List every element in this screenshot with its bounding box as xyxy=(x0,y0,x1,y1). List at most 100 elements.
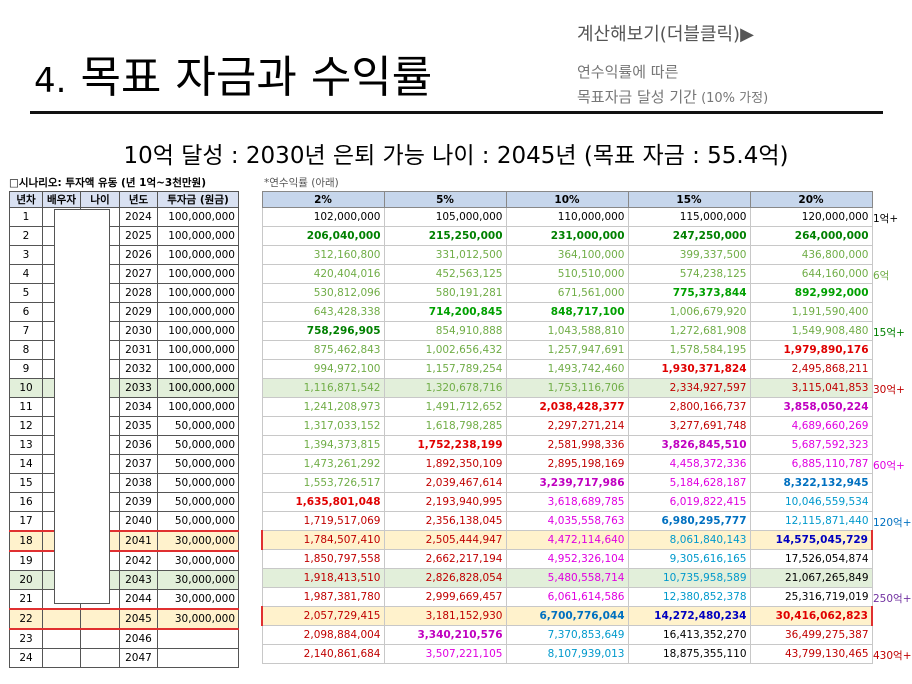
projection-cell: 1,850,797,558 xyxy=(261,549,385,569)
year-index-cell: 8 xyxy=(9,340,43,360)
projection-cell: 247,250,000 xyxy=(627,226,751,246)
rate-header-4: 20% xyxy=(749,191,873,208)
projection-cell: 1,578,584,195 xyxy=(627,340,751,360)
year-index-cell: 19 xyxy=(9,550,43,571)
projection-cell: 2,334,927,597 xyxy=(627,378,751,398)
schedule-row: 14 2037 50,000,000 xyxy=(9,454,239,474)
schedule-row: 15 2038 50,000,000 xyxy=(9,473,239,493)
projection-cell: 312,160,800 xyxy=(261,245,385,265)
spouse-cell xyxy=(42,628,81,649)
projection-cell: 3,826,845,510 xyxy=(627,435,751,455)
projection-cell: 5,184,628,187 xyxy=(627,473,751,493)
milestone-tag: 60억+ xyxy=(873,459,905,472)
schedule-row: 24 2047 xyxy=(9,648,239,668)
projection-cell: 1,753,116,706 xyxy=(505,378,629,398)
projection-row: 530,812,096 580,191,281 671,561,000 775,373… xyxy=(261,283,873,303)
projection-cell: 1,320,678,716 xyxy=(383,378,507,398)
schedule-row: 17 2040 50,000,000 xyxy=(9,511,239,532)
projection-cell: 1,618,798,285 xyxy=(383,416,507,436)
projection-cell: 775,373,844 xyxy=(627,283,751,303)
projection-row: 1,719,517,069 2,356,138,045 4,035,558,763 6… xyxy=(261,511,873,531)
projection-cell: 1,272,681,908 xyxy=(627,321,751,341)
projection-row: 206,040,000 215,250,000 231,000,000 247,250… xyxy=(261,226,873,246)
year-cell: 2027 xyxy=(119,264,158,284)
projection-row: 102,000,000 105,000,000 110,000,000 115,000… xyxy=(261,207,873,227)
projection-row: 1,394,373,815 1,752,238,199 2,581,998,336 3… xyxy=(261,435,873,455)
projection-cell: 6,885,110,787 xyxy=(749,454,873,474)
title-text: 목표 자금과 수익률 xyxy=(80,52,433,103)
projection-cell: 3,618,689,785 xyxy=(505,492,629,512)
projection-row: 1,553,726,517 2,039,467,614 3,239,717,986 5… xyxy=(261,473,873,493)
note-line-1: 연수익률에 따른 xyxy=(577,63,679,81)
rate-header-1: 5% xyxy=(383,191,507,208)
projection-cell: 1,930,371,824 xyxy=(627,359,751,379)
principal-cell: 30,000,000 xyxy=(157,608,239,630)
projection-cell: 12,115,871,440 xyxy=(749,511,873,531)
projection-cell: 10,735,958,589 xyxy=(627,568,751,588)
year-cell: 2046 xyxy=(119,628,158,649)
milestone-tag: 430억+ xyxy=(873,649,912,662)
year-cell: 2041 xyxy=(119,530,158,552)
projection-cell: 9,305,616,165 xyxy=(627,549,751,569)
milestone-tag: 6억 xyxy=(873,269,890,282)
projection-cell: 452,563,125 xyxy=(383,264,507,284)
projection-cell: 231,000,000 xyxy=(505,226,629,246)
year-index-cell: 10 xyxy=(9,378,43,398)
principal-cell: 100,000,000 xyxy=(157,378,239,398)
projection-cell: 6,019,822,415 xyxy=(627,492,751,512)
projection-row: 758,296,905 854,910,888 1,043,588,810 1,272… xyxy=(261,321,873,341)
principal-cell: 100,000,000 xyxy=(157,340,239,360)
year-cell: 2032 xyxy=(119,359,158,379)
schedule-header-0: 년차 xyxy=(9,191,43,208)
schedule-header-2: 나이 xyxy=(80,191,120,208)
projection-cell: 1,116,871,542 xyxy=(261,378,385,398)
projection-row: 312,160,800 331,012,500 364,100,000 399,337… xyxy=(261,245,873,265)
projection-cell: 574,238,125 xyxy=(627,264,751,284)
projection-cell: 714,200,845 xyxy=(383,302,507,322)
projection-cell: 14,575,045,729 xyxy=(749,530,873,550)
projection-cell: 3,239,717,986 xyxy=(505,473,629,493)
principal-cell: 50,000,000 xyxy=(157,454,239,474)
projection-row: 1,635,801,048 2,193,940,995 3,618,689,785 6… xyxy=(261,492,873,512)
year-cell: 2039 xyxy=(119,492,158,512)
schedule-row: 20 2043 30,000,000 xyxy=(9,570,239,590)
projection-cell: 2,505,444,947 xyxy=(383,530,507,550)
year-cell: 2029 xyxy=(119,302,158,322)
projection-cell: 8,061,840,143 xyxy=(627,530,751,550)
calculate-link[interactable]: 계산해보기(더블클릭)▶ xyxy=(577,24,754,45)
year-index-cell: 17 xyxy=(9,511,43,532)
projection-cell: 2,038,428,377 xyxy=(505,397,629,417)
principal-cell: 100,000,000 xyxy=(157,283,239,303)
projection-row: 1,987,381,780 2,999,669,457 6,061,614,586 1… xyxy=(261,587,873,607)
schedule-row: 21 2044 30,000,000 xyxy=(9,589,239,610)
projection-cell: 399,337,500 xyxy=(627,245,751,265)
projection-cell: 3,507,221,105 xyxy=(383,644,507,664)
schedule-row: 4 2027 100,000,000 xyxy=(9,264,239,284)
principal-cell xyxy=(157,648,239,668)
projection-cell: 530,812,096 xyxy=(261,283,385,303)
projection-row: 2,098,884,004 3,340,210,576 7,370,853,649 1… xyxy=(261,625,873,645)
projection-cell: 120,000,000 xyxy=(749,207,873,227)
projection-cell: 36,499,275,387 xyxy=(749,625,873,645)
year-cell: 2033 xyxy=(119,378,158,398)
milestone-tag: 1억+ xyxy=(873,212,899,225)
projection-cell: 2,057,729,415 xyxy=(261,606,385,626)
projection-cell: 115,000,000 xyxy=(627,207,751,227)
projection-cell: 3,340,210,576 xyxy=(383,625,507,645)
schedule-row: 7 2030 100,000,000 xyxy=(9,321,239,341)
schedule-header-4: 투자금 (원금) xyxy=(157,191,239,208)
projection-cell: 30,416,062,823 xyxy=(749,606,873,626)
projection-cell: 2,140,861,684 xyxy=(261,644,385,664)
projection-cell: 994,972,100 xyxy=(261,359,385,379)
projection-row: 2,057,729,415 3,181,152,930 6,700,776,044 1… xyxy=(261,606,873,626)
projection-cell: 2,999,669,457 xyxy=(383,587,507,607)
title-divider xyxy=(30,111,883,114)
spouse-cell xyxy=(42,648,81,668)
year-cell: 2034 xyxy=(119,397,158,417)
projection-cell: 5,687,592,323 xyxy=(749,435,873,455)
projection-cell: 6,700,776,044 xyxy=(505,606,629,626)
projection-cell: 1,493,742,460 xyxy=(505,359,629,379)
year-index-cell: 22 xyxy=(9,608,43,630)
slide-title: 4. 목표 자금과 수익률 xyxy=(34,48,432,111)
year-index-cell: 1 xyxy=(9,207,43,227)
